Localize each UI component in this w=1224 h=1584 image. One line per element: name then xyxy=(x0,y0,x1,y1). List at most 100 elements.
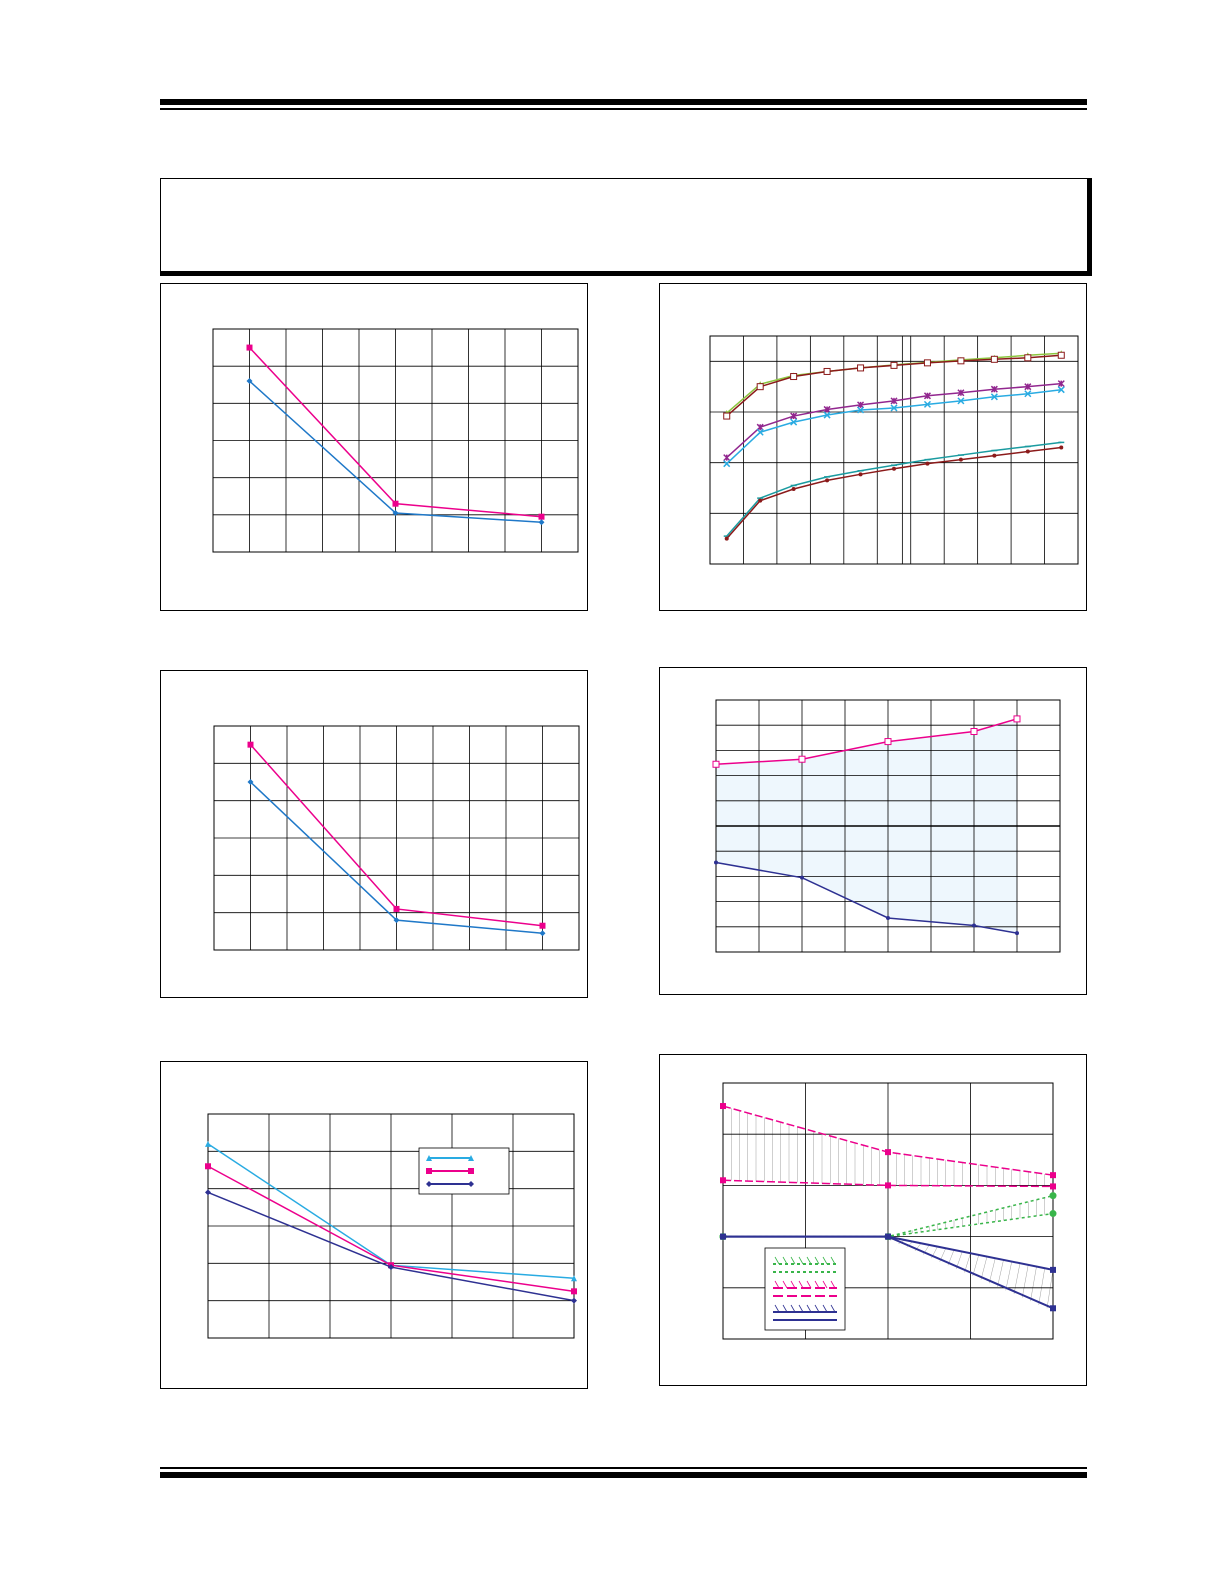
data-point xyxy=(1057,351,1065,359)
data-point xyxy=(388,1264,394,1271)
data-point xyxy=(392,509,399,516)
data-point xyxy=(823,367,831,375)
data-point xyxy=(992,453,997,458)
legend-hatch xyxy=(774,1256,780,1265)
data-point xyxy=(538,519,545,526)
legend-hatch xyxy=(782,1256,788,1265)
legend-hatch xyxy=(790,1304,796,1313)
legend-swatch-marker xyxy=(468,1181,474,1187)
data-point xyxy=(925,461,930,466)
data-point xyxy=(990,385,998,393)
chart-1 xyxy=(212,328,579,553)
data-point xyxy=(800,875,804,880)
data-point xyxy=(758,498,763,503)
data-point xyxy=(957,357,965,365)
hatch-line xyxy=(1030,1266,1037,1302)
data-point xyxy=(539,922,546,929)
data-point xyxy=(393,917,400,924)
data-point xyxy=(205,1163,211,1170)
data-point xyxy=(246,344,253,351)
data-point xyxy=(823,411,831,419)
legend-swatch-marker xyxy=(468,1168,474,1174)
legend-hatch xyxy=(798,1256,804,1265)
legend-hatch xyxy=(806,1256,812,1265)
data-point xyxy=(539,930,546,937)
chart-3 xyxy=(213,725,580,951)
hatch-line xyxy=(980,1256,988,1280)
data-point xyxy=(1057,380,1065,388)
plot-frame xyxy=(709,335,1079,565)
legend-hatch xyxy=(822,1256,828,1265)
chart-panel-4 xyxy=(659,667,1087,995)
chart-4 xyxy=(712,699,1061,953)
chart-panel-6 xyxy=(659,1054,1087,1386)
data-point xyxy=(712,760,720,768)
hatch-line xyxy=(1038,1268,1045,1305)
data-point xyxy=(1024,390,1032,398)
legend-hatch xyxy=(798,1280,804,1289)
data-point xyxy=(886,915,890,920)
data-point xyxy=(1050,1172,1056,1179)
data-point xyxy=(571,1288,577,1295)
data-point xyxy=(247,741,254,748)
chart-5 xyxy=(205,1113,577,1339)
data-point xyxy=(972,923,976,928)
data-point xyxy=(970,728,978,735)
data-point xyxy=(923,359,931,367)
data-point xyxy=(723,412,731,420)
data-point xyxy=(857,406,865,414)
data-point xyxy=(247,779,254,785)
legend-hatch xyxy=(814,1256,820,1265)
legend-hatch xyxy=(774,1280,780,1289)
data-point xyxy=(884,738,892,746)
legend-hatch xyxy=(790,1280,796,1289)
legend-hatch xyxy=(782,1280,788,1289)
legend-swatch-marker xyxy=(426,1181,432,1187)
data-point xyxy=(1050,1266,1056,1273)
data-point xyxy=(890,404,898,412)
legend-swatch-marker xyxy=(468,1155,474,1161)
data-point xyxy=(825,478,830,483)
data-point xyxy=(957,389,965,397)
data-point xyxy=(1015,931,1019,936)
chart-panel-3 xyxy=(160,670,588,998)
data-point xyxy=(1050,1305,1056,1312)
legend-swatch-marker xyxy=(426,1168,432,1174)
legend-hatch xyxy=(830,1256,836,1265)
data-point xyxy=(392,500,399,507)
data-point xyxy=(246,378,253,385)
legend-hatch xyxy=(806,1280,812,1289)
legend-hatch xyxy=(774,1304,780,1313)
hatch-line xyxy=(1046,1269,1054,1309)
data-point xyxy=(571,1275,577,1282)
data-point xyxy=(923,400,931,408)
chart-panel-5 xyxy=(160,1061,588,1389)
data-point xyxy=(723,460,731,468)
hatch-line xyxy=(972,1254,979,1277)
hatch-line xyxy=(997,1259,1004,1287)
data-point xyxy=(790,373,798,381)
data-point xyxy=(923,392,931,400)
legend-hatch xyxy=(830,1280,836,1289)
hatch-line xyxy=(1005,1261,1012,1291)
data-point xyxy=(756,423,764,431)
hatch-line xyxy=(989,1258,996,1284)
legend-hatch xyxy=(822,1304,828,1313)
section-banner xyxy=(160,178,1092,276)
data-point xyxy=(990,355,998,363)
data-point xyxy=(720,1103,726,1110)
hatch-line xyxy=(1013,1263,1021,1294)
data-point xyxy=(1024,383,1032,391)
legend-hatch xyxy=(782,1304,788,1313)
data-point xyxy=(756,428,764,436)
data-point xyxy=(1049,1210,1057,1218)
chart-panel-1 xyxy=(160,283,588,611)
data-point xyxy=(756,383,764,391)
data-point xyxy=(958,457,963,462)
hatch-line xyxy=(1022,1264,1029,1298)
data-point xyxy=(393,905,400,912)
data-point xyxy=(790,412,798,420)
legend-hatch xyxy=(822,1280,828,1289)
data-point xyxy=(724,536,729,541)
chart-panel-2 xyxy=(659,283,1087,611)
